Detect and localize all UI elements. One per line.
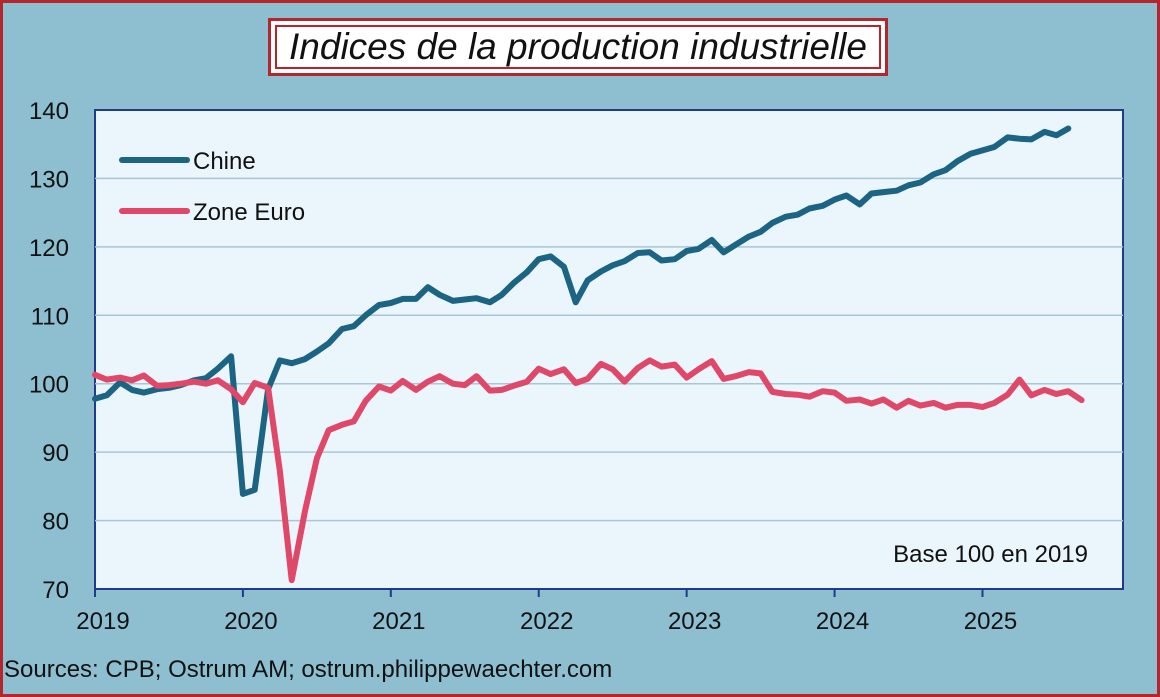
- x-tick-label: 2022: [520, 608, 573, 635]
- x-tick-label: 2019: [76, 608, 129, 635]
- x-tick-label: 2025: [964, 608, 1017, 635]
- legend-label-chine: Chine: [193, 148, 256, 175]
- x-tick-label: 2024: [816, 608, 869, 635]
- y-tick-label: 120: [29, 235, 69, 262]
- x-axis-ticks: 2019 2020 2021 2022 2023 2024 2025: [76, 589, 1017, 635]
- chart-title: Indices de la production industrielle: [289, 26, 867, 67]
- series-line-zone-euro: [92, 357, 1085, 584]
- chart-title-box: Indices de la production industrielle: [268, 18, 888, 76]
- x-tick-label: 2023: [668, 608, 721, 635]
- grid-lines: [95, 177, 1123, 522]
- y-tick-label: 90: [42, 440, 69, 467]
- series-line-chine: [92, 125, 1072, 497]
- y-tick-label: 110: [31, 303, 69, 330]
- x-tick-label: 2020: [224, 608, 277, 635]
- sources-footer: Sources: CPB; Ostrum AM; ostrum.philippe…: [4, 656, 613, 683]
- y-axis-ticks: 70 80 90 100 110 120 130 140: [29, 98, 69, 604]
- y-tick-label: 70: [42, 577, 69, 604]
- plot-area: [94, 109, 1124, 590]
- base-note: Base 100 en 2019: [893, 541, 1088, 568]
- legend-label-zone-euro: Zone Euro: [193, 199, 305, 226]
- legend: Chine Zone Euro: [119, 148, 305, 226]
- y-tick-label: 80: [42, 509, 69, 536]
- y-tick-label: 100: [29, 372, 69, 399]
- y-tick-label: 140: [29, 98, 69, 125]
- series-lines: [92, 125, 1085, 584]
- x-tick-label: 2021: [372, 608, 425, 635]
- y-tick-label: 130: [29, 166, 69, 193]
